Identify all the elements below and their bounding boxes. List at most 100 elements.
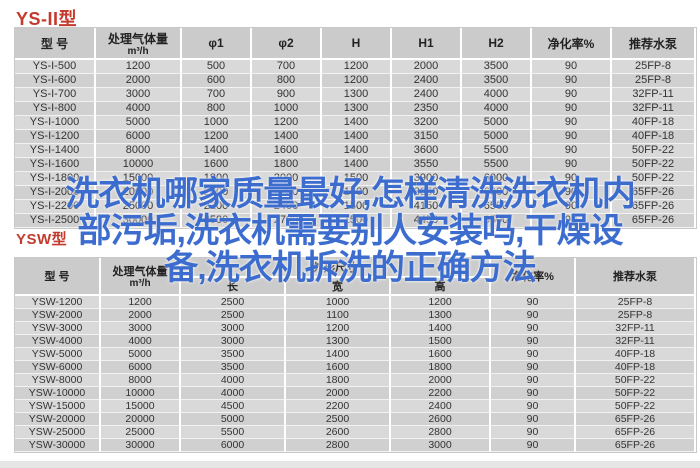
table-cell: 90 [531,115,612,130]
table-cell: 3500 [461,59,532,74]
table-cell: 1200 [321,73,392,88]
table-cell: 3150 [391,129,462,144]
table-cell: 6500 [461,199,532,214]
table-cell: 2350 [391,101,462,116]
column-header-model: 型 号 [15,258,101,296]
table-cell: 2400 [251,199,322,214]
table-cell: 2400 [390,399,492,413]
table-cell: 5500 [180,425,286,439]
table-cell: 1200 [100,295,181,309]
column-header-model: 型 号 [15,28,96,60]
table-cell: 90 [490,386,577,400]
table-cell: 4500 [180,399,286,413]
column-header-purify-rate: 净化率% [490,258,577,296]
table-cell: 90 [490,399,577,413]
table-cell: 1600 [251,143,322,158]
table-cell: 4000 [461,101,532,116]
table-row: YS-I-1600 10000 1600 1800 1400 3550 5500 90 50FP… [15,157,696,172]
column-header-h1: H1 [391,28,462,60]
table-cell: 90 [531,129,612,144]
table-row: YS-I-800 4000 800 1000 1300 2350 4000 90 32FP-11 [15,101,696,116]
table-cell: 500 [181,59,252,74]
table-cell: 1400 [321,129,392,144]
table-cell: 8000 [95,143,182,158]
table-cell: 32FP-11 [575,321,697,335]
table-cell: 25000 [100,425,181,439]
table-row: YSW-25000 25000 5500 2600 2800 90 65FP-26 [15,425,697,439]
table-cell: 2000 [100,308,181,322]
table-row: YS-I-1400 8000 1400 1600 1400 3600 5500 90 50FP-… [15,143,696,158]
column-header-length: 长 [180,277,286,296]
table-cell: 2500 [285,412,391,426]
table-row: YS-I-700 3000 700 900 1300 2400 4000 90 32FP-11 [15,87,696,102]
table-cell: 2400 [391,73,462,88]
table-cell: 90 [490,438,577,452]
table-cell: 1400 [285,347,391,361]
table-cell: 3000 [180,321,286,335]
table-cell: 2800 [390,425,492,439]
table1-title: YS-II型 [16,9,78,29]
table-cell: 1400 [251,129,322,144]
table-cell: 6000 [461,171,532,186]
table-cell: 3200 [391,115,462,130]
table-cell: 3000 [180,334,286,348]
table-cell: 6000 [95,129,182,144]
overlay-headline-line: 备,洗衣机拆洗的正确方法 [164,249,536,287]
column-header-pump: 推荐水泵 [611,28,696,60]
ysw-spec-table: 型 号 处理气体量 m³/h 外形尺寸 净化率% 推荐水泵 长 宽 高 YSW-… [13,257,698,453]
table-cell: 2500 [180,295,286,309]
table-cell: 4000 [461,87,532,102]
table-cell: 3000 [95,87,182,102]
table-cell: 1600 [181,157,252,172]
table-cell: 90 [531,59,612,74]
table-cell: 15000 [95,171,182,186]
table-cell: 2000 [95,73,182,88]
table-cell: 90 [490,321,577,335]
column-header-h: H [321,28,392,60]
table-cell: 90 [490,308,577,322]
table-cell: 1300 [321,101,392,116]
table-cell: 3500 [180,347,286,361]
table-cell: YSW-8000 [15,373,101,387]
table-cell: 1200 [285,321,391,335]
table-cell: 90 [490,425,577,439]
table-cell: 1400 [181,143,252,158]
table-cell: 25FP-8 [611,73,696,88]
table-row: YSW-4000 4000 3000 1300 1500 90 32FP-11 [15,334,697,348]
table-cell: YS-I-700 [15,87,96,102]
table-cell: 3000 [390,438,492,452]
table-cell: 65FP-26 [575,438,697,452]
table-row: YS-I-1800 15000 1800 2000 1500 3900 6000 90 50FP… [15,171,696,186]
table-cell: YS-I-500 [15,59,96,74]
table-cell: 65FP-26 [611,185,696,200]
table-row: YS-I-1200 6000 1200 1400 1400 3150 5000 90 40FP-… [15,129,696,144]
column-header-phi1: φ1 [181,28,252,60]
table2-title: YSW型 [16,231,68,248]
table-row: YS-I-2500 30000 2500 2700 1500 4450 6500 90 65FP… [15,213,696,228]
table-row: YSW-30000 30000 6000 2800 3000 90 65FP-26 [15,438,697,452]
table-cell: 25000 [95,199,182,214]
table-cell: 40FP-18 [611,115,696,130]
table2-header-row-top: 型 号 处理气体量 m³/h 外形尺寸 净化率% 推荐水泵 [15,258,697,296]
column-header-phi2: φ2 [251,28,322,60]
table-row: YSW-8000 8000 4000 1800 2000 90 50FP-22 [15,373,697,387]
table-cell: 90 [531,213,612,228]
table-cell: YS-I-2200 [15,199,96,214]
column-header-purify-rate: 净化率% [531,28,612,60]
table-cell: 50FP-22 [575,399,697,413]
table-cell: 2500 [180,308,286,322]
table-cell: 800 [181,101,252,116]
column-header-height: 高 [390,277,492,296]
table-cell: 2600 [285,425,391,439]
table-cell: 800 [251,73,322,88]
table-cell: 1200 [390,295,492,309]
table-row: YS-I-500 1200 500 700 1200 2000 3500 90 25FP-8 [15,59,696,74]
table-cell: 90 [490,360,577,374]
table-cell: 2600 [390,412,492,426]
table-cell: 900 [251,87,322,102]
table-cell: 2800 [285,438,391,452]
table-cell: 6000 [180,438,286,452]
table-cell: 2000 [251,171,322,186]
table-cell: YS-I-600 [15,73,96,88]
